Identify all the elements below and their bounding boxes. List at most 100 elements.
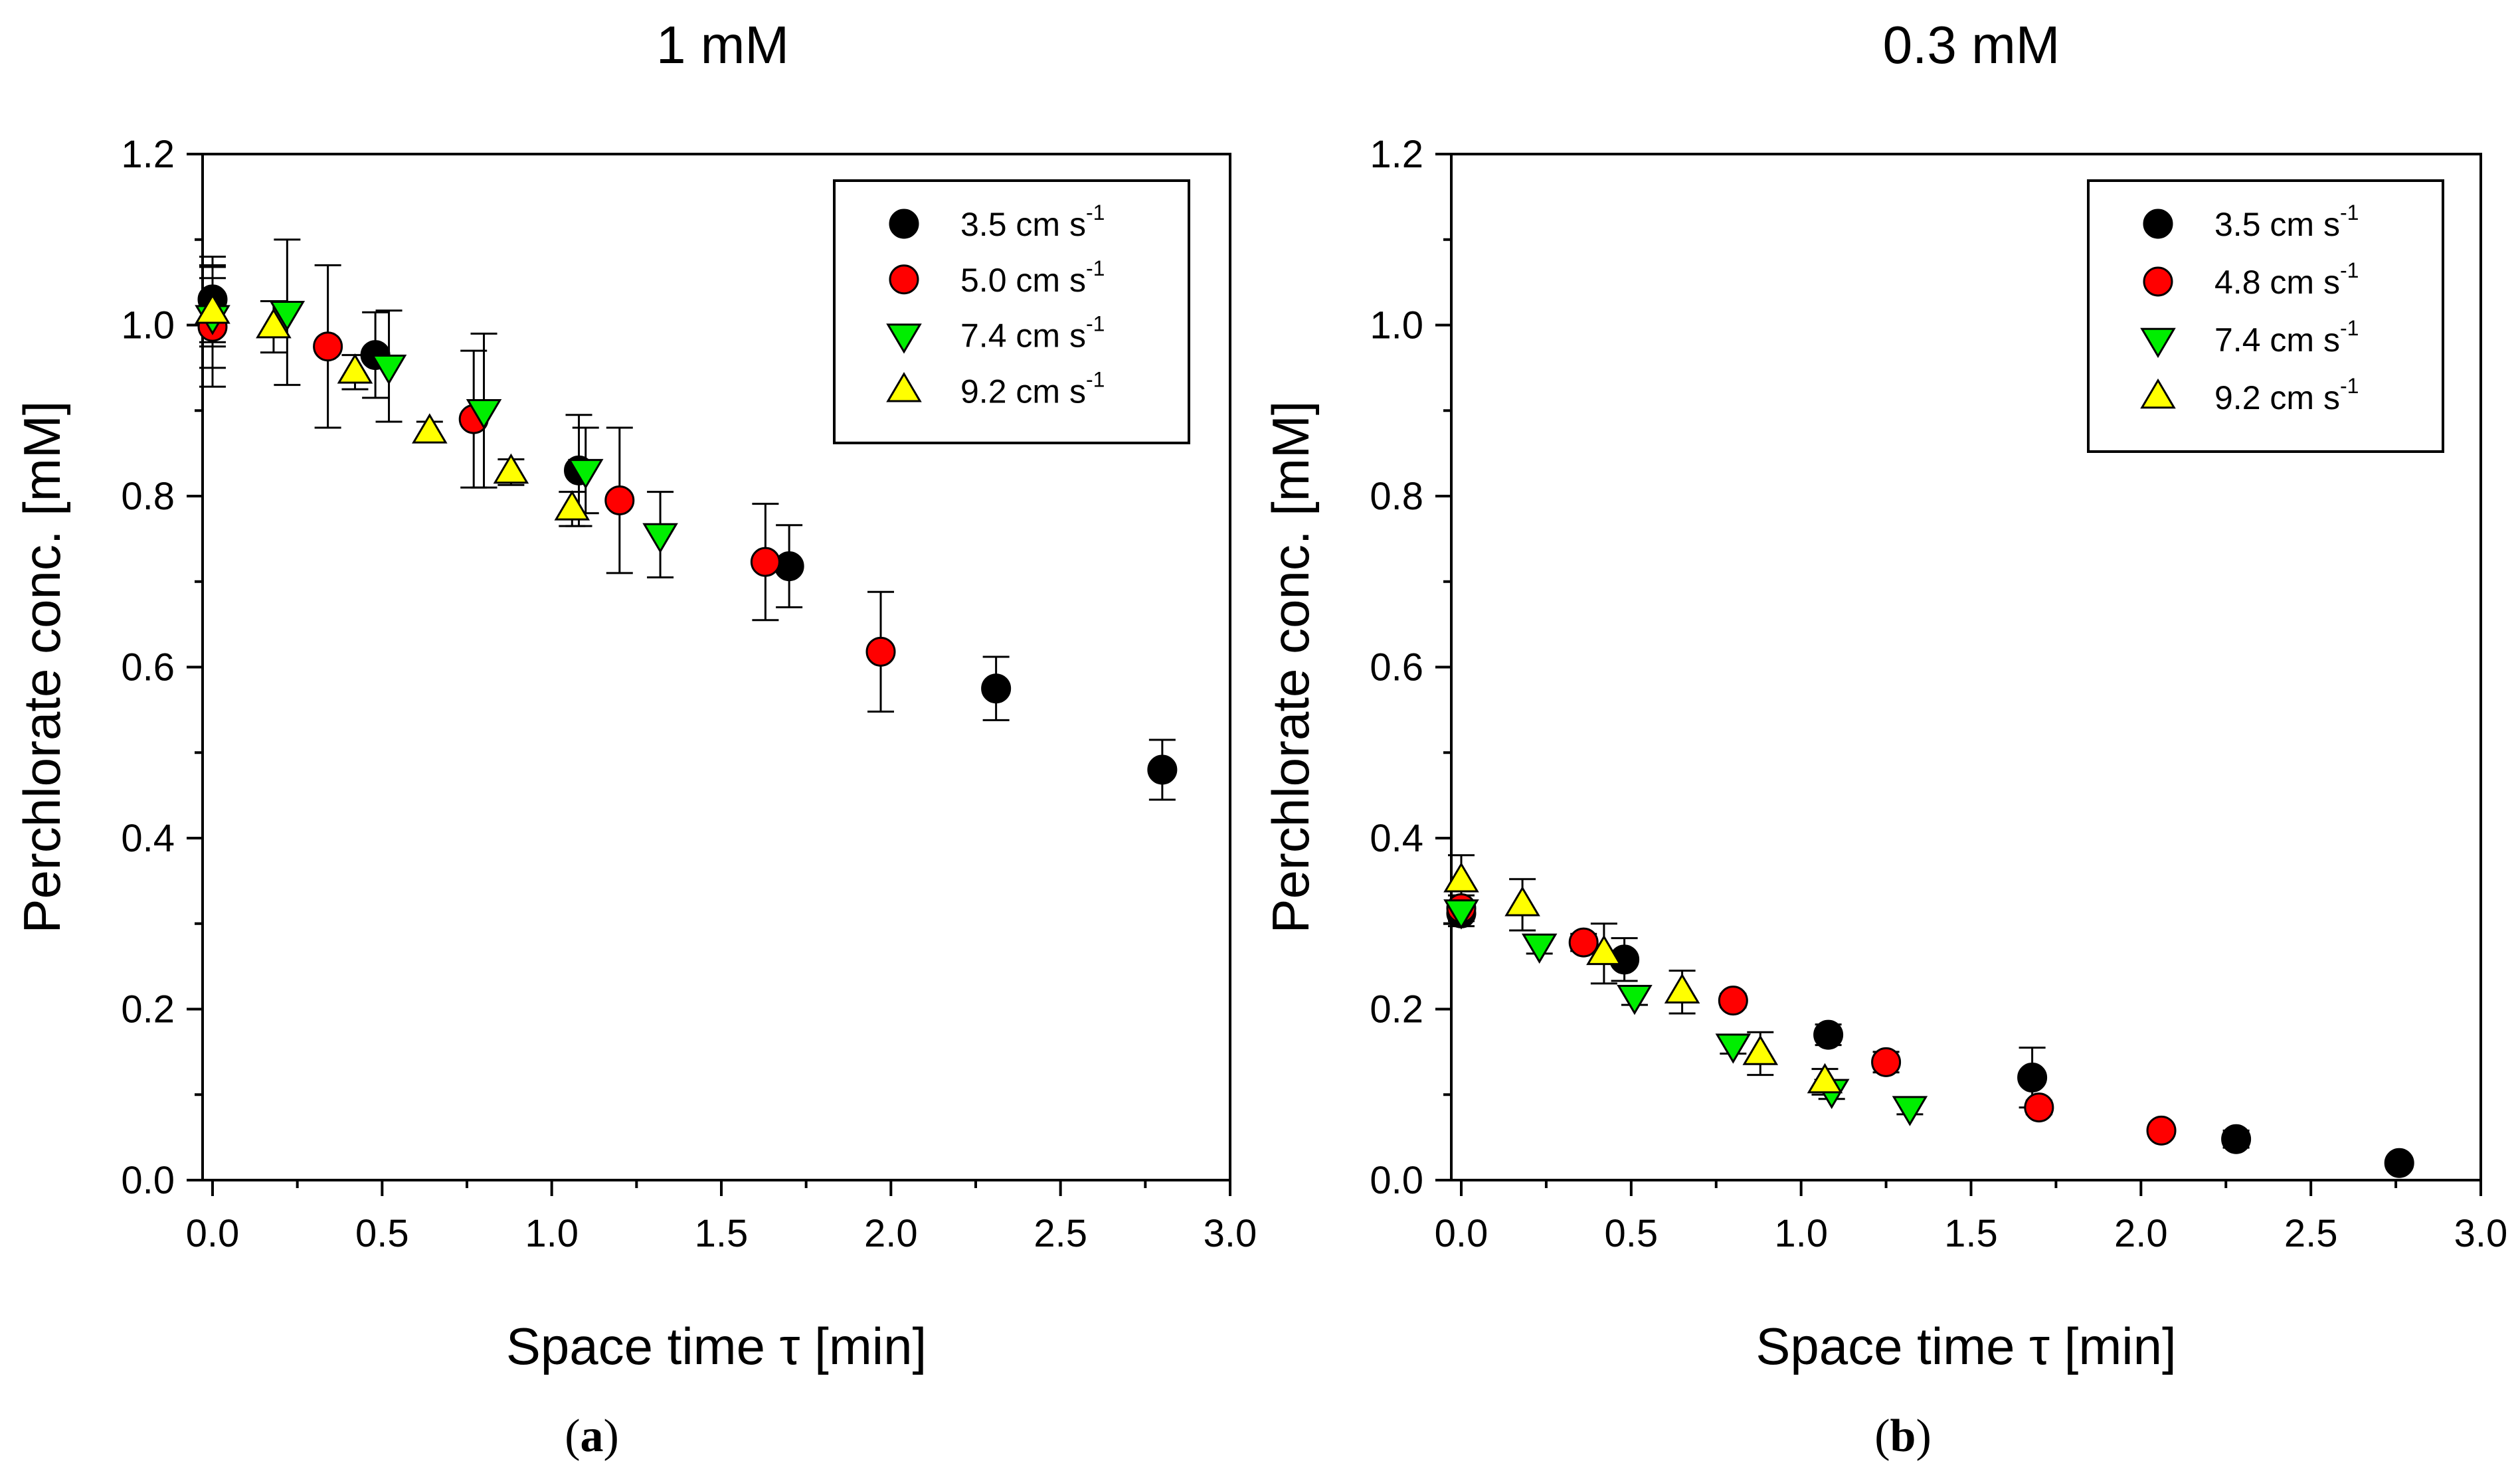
panel-label-letter: a xyxy=(581,1411,604,1462)
x-tick-label: 0.0 xyxy=(1435,1212,1488,1255)
panel-label: (b) xyxy=(1874,1411,1932,1462)
data-point xyxy=(981,673,1012,704)
data-point xyxy=(1892,1096,1928,1126)
data-point xyxy=(1871,1047,1902,1077)
data-point xyxy=(337,353,373,384)
x-tick-label: 2.5 xyxy=(1034,1212,1087,1255)
data-point xyxy=(604,485,635,515)
x-tick-label: 2.0 xyxy=(864,1212,918,1255)
y-tick-label: 1.0 xyxy=(121,304,175,347)
y-tick-label: 0.2 xyxy=(1370,988,1423,1031)
data-point xyxy=(1664,973,1700,1003)
x-tick-label: 0.0 xyxy=(186,1212,240,1255)
x-tick-label: 1.5 xyxy=(1944,1212,1998,1255)
data-point xyxy=(1715,1033,1752,1064)
data-point xyxy=(1443,899,1479,930)
legend-label-superscript: -1 xyxy=(2340,201,2359,224)
data-point xyxy=(371,355,407,385)
y-tick-label: 0.4 xyxy=(1370,817,1423,860)
panel-label-open-paren: ( xyxy=(565,1411,580,1462)
y-tick-label: 0.0 xyxy=(1370,1159,1423,1202)
legend-label-text: 9.2 cm s xyxy=(2214,379,2340,416)
panel-label-close-paren: ) xyxy=(1916,1411,1931,1462)
data-point xyxy=(750,547,780,577)
y-axis-label: Perchlorate conc. [mM] xyxy=(13,401,71,934)
x-tick-label: 2.0 xyxy=(2114,1212,2168,1255)
data-point xyxy=(269,300,306,331)
x-tick-label: 2.5 xyxy=(2284,1212,2338,1255)
data-point xyxy=(1586,934,1622,966)
legend-marker xyxy=(2140,378,2176,409)
data-point xyxy=(493,453,529,484)
legend-label-superscript: -1 xyxy=(2340,374,2359,398)
legend-label-superscript: -1 xyxy=(2340,316,2359,340)
chart-title: 0.3 mM xyxy=(1883,15,2060,74)
x-tick-label: 0.5 xyxy=(355,1212,409,1255)
series-1 xyxy=(197,311,896,667)
data-point xyxy=(466,399,502,430)
x-tick-label: 3.0 xyxy=(2454,1212,2508,1255)
legend-label: 9.2 cm s-1 xyxy=(960,367,1105,410)
data-point xyxy=(2024,1092,2054,1123)
data-point xyxy=(1617,984,1653,1015)
chart-panel-b: 0.3 mM 0.0 0.2 0.4 0.6 0.8 1.0 1.2 0.0 0.5 1.0 1.5 2… xyxy=(1261,15,2507,1462)
y-tick-label: 0.8 xyxy=(121,475,175,518)
legend-label: 3.5 cm s-1 xyxy=(2214,201,2359,243)
series-1 xyxy=(1446,893,2177,1146)
y-tick-label: 0.8 xyxy=(1370,475,1423,518)
legend-marker xyxy=(886,323,922,354)
legend-marker xyxy=(889,264,919,295)
legend-label-superscript: -1 xyxy=(1086,201,1105,224)
legend: 3.5 cm s-14.8 cm s-17.4 cm s-19.2 cm s-1 xyxy=(2087,179,2444,453)
data-point xyxy=(412,413,448,444)
legend-label: 7.4 cm s-1 xyxy=(960,312,1105,355)
legend-label-superscript: -1 xyxy=(1086,256,1105,280)
data-point xyxy=(1718,986,1748,1016)
y-axis-label: Perchlorate conc. [mM] xyxy=(1261,401,1320,934)
panel-label-letter: b xyxy=(1890,1411,1916,1462)
legend-label-superscript: -1 xyxy=(1086,367,1105,391)
chart-title: 1 mM xyxy=(656,15,789,74)
panel-label-close-paren: ) xyxy=(604,1411,619,1462)
legend-marker xyxy=(886,372,922,402)
legend-label-text: 3.5 cm s xyxy=(960,206,1086,243)
legend-label-text: 7.4 cm s xyxy=(2214,321,2340,359)
legend-label: 4.8 cm s-1 xyxy=(2214,258,2359,301)
x-tick-label: 1.0 xyxy=(525,1212,579,1255)
data-point xyxy=(2384,1148,2414,1178)
series-3 xyxy=(1443,862,1843,1094)
y-tick-label: 1.2 xyxy=(121,133,175,176)
data-point xyxy=(195,294,230,324)
x-tick-label: 0.5 xyxy=(1605,1212,1659,1255)
data-point xyxy=(1521,933,1558,964)
legend-label-text: 3.5 cm s xyxy=(2214,206,2340,243)
data-point xyxy=(1742,1035,1779,1065)
legend-marker xyxy=(2143,209,2173,239)
legend-label-superscript: -1 xyxy=(1086,312,1105,336)
legend-label-text: 9.2 cm s xyxy=(960,373,1086,410)
x-tick-label: 3.0 xyxy=(1204,1212,1257,1255)
x-axis-label: Space time τ [min] xyxy=(1755,1317,2176,1375)
legend-label-text: 4.8 cm s xyxy=(2214,264,2340,301)
x-axis-label: Space time τ [min] xyxy=(506,1317,927,1375)
y-tick-label: 0.6 xyxy=(1370,646,1423,689)
data-point xyxy=(313,331,343,362)
data-point xyxy=(1147,754,1178,785)
data-point xyxy=(2146,1115,2177,1146)
chart-panel-a: 1 mM 0.0 0.2 0.4 0.6 0.8 1.0 1.2 0.0 0.5 1.0 1.5 2.0… xyxy=(13,15,1257,1462)
data-point xyxy=(1807,1063,1843,1094)
series-3 xyxy=(195,294,590,521)
panel-label: (a) xyxy=(565,1411,619,1462)
data-point xyxy=(567,459,604,489)
y-tick-label: 0.2 xyxy=(121,988,175,1031)
data-point xyxy=(865,636,896,667)
data-point xyxy=(554,490,590,521)
legend-label-text: 7.4 cm s xyxy=(960,317,1086,355)
data-point xyxy=(2017,1063,2048,1092)
legend-label: 9.2 cm s-1 xyxy=(2214,374,2359,416)
data-point xyxy=(1443,862,1479,893)
legend-label-superscript: -1 xyxy=(2340,258,2359,282)
data-point xyxy=(1568,927,1599,958)
legend-label: 3.5 cm s-1 xyxy=(960,201,1105,243)
legend-label: 7.4 cm s-1 xyxy=(2214,316,2359,359)
